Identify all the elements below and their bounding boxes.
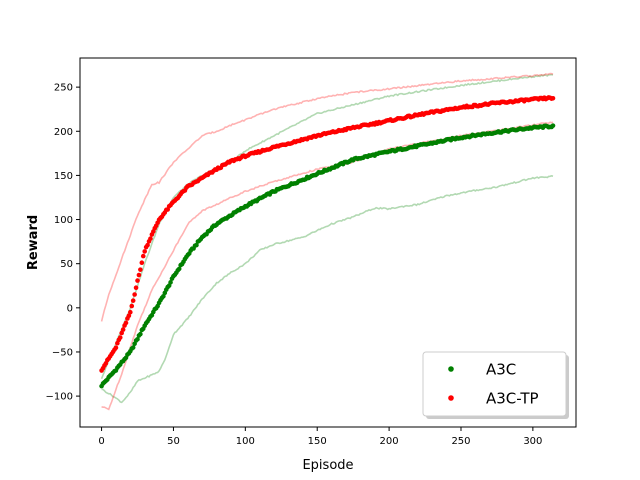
a3c-tp-point <box>123 320 129 326</box>
a3c-point <box>168 280 173 285</box>
a3c-tp-point <box>145 242 150 248</box>
a3c-point <box>161 293 166 299</box>
y-tick-label: −50 <box>52 347 73 358</box>
a3c-lower-band <box>101 175 554 404</box>
a3c-tp-point <box>135 278 140 283</box>
a3c-tp-point <box>142 249 147 254</box>
legend-label: A3C-TP <box>486 390 539 408</box>
a3c-upper-band <box>100 73 554 380</box>
a3c-point <box>550 123 556 128</box>
y-tick-label: 250 <box>54 83 73 94</box>
x-tick-label: 100 <box>236 436 255 447</box>
a3c-point <box>194 242 199 248</box>
legend: A3C A3C-TP <box>422 351 569 419</box>
x-tick-label: 150 <box>308 436 327 447</box>
a3c-tp-point <box>113 345 119 351</box>
x-tick-label: 200 <box>380 436 399 447</box>
legend-label: A3C <box>486 361 516 379</box>
a3c-tp-point <box>133 285 139 290</box>
a3c-tp-point <box>136 272 142 278</box>
a3c-tp-point <box>126 313 132 319</box>
data-points <box>99 95 556 389</box>
a3c-tp-point <box>138 267 143 272</box>
y-tick-label: 100 <box>54 215 73 226</box>
y-axis-ticks: −100 −50 0 50 100 150 200 250 <box>46 83 80 403</box>
x-tick-label: 0 <box>98 436 104 447</box>
a3c-tp-point <box>148 236 153 241</box>
a3c-point <box>135 336 140 342</box>
a3c-tp-point <box>132 292 137 297</box>
x-tick-label: 250 <box>451 436 470 447</box>
x-axis-label: Episode <box>302 458 353 473</box>
a3c-tp-point <box>117 335 123 340</box>
a3c-tp-point <box>130 298 136 303</box>
y-tick-label: 50 <box>60 259 73 270</box>
legend-marker <box>448 366 454 372</box>
legend-box <box>422 351 567 417</box>
y-tick-label: 0 <box>67 303 73 314</box>
y-tick-label: 200 <box>54 127 73 138</box>
a3c-tp-point <box>120 327 126 332</box>
a3c-tp-point <box>128 309 133 315</box>
x-tick-label: 50 <box>167 436 180 447</box>
a3c-tp-point <box>129 303 135 309</box>
a3c-tp-upper-band <box>100 72 554 322</box>
plot-frame <box>79 57 577 428</box>
a3c-point <box>130 345 136 350</box>
legend-marker <box>448 395 454 401</box>
x-axis-ticks: 0 50 100 150 200 250 300 <box>98 427 542 447</box>
x-tick-label: 300 <box>523 436 542 447</box>
a3c-tp-point <box>550 96 556 101</box>
a3c-tp-point <box>139 260 145 266</box>
y-tick-label: −100 <box>46 392 73 403</box>
y-tick-label: 150 <box>54 171 73 182</box>
a3c-tp-point <box>140 253 146 259</box>
y-axis-label: Reward <box>26 215 41 270</box>
a3c-point <box>176 266 182 272</box>
a3c-point <box>138 331 143 337</box>
